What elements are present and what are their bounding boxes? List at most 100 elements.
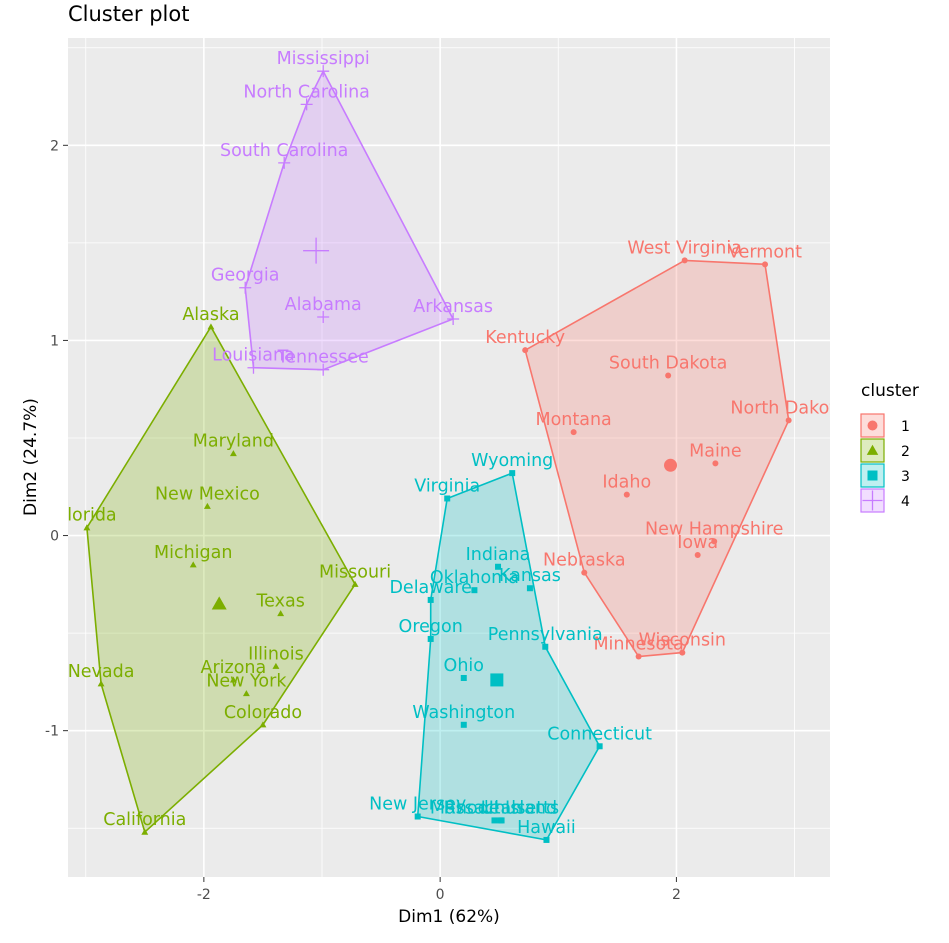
label-wisconsin: Wisconsin [639, 631, 726, 651]
point-north-carolina [300, 98, 313, 111]
cluster-points [83, 65, 792, 843]
point-wyoming [509, 470, 516, 477]
point-tennessee [317, 363, 330, 376]
legend-label-3: 3 [901, 469, 910, 485]
point-virginia [444, 495, 451, 502]
label-iowa: Iowa [677, 533, 718, 553]
label-north-carolina: North Carolina [243, 82, 370, 102]
label-mississippi: Mississippi [277, 49, 370, 69]
point-texas [277, 610, 285, 617]
label-arizona: Arizona [201, 658, 267, 678]
label-south-carolina: South Carolina [220, 141, 348, 161]
label-alabama: Alabama [285, 295, 362, 315]
point-new-york [242, 690, 250, 697]
label-hawaii: Hawaii [517, 818, 576, 838]
x-tick-label: 0 [436, 887, 445, 903]
point-hawaii [543, 836, 550, 843]
label-idaho: Idaho [602, 473, 651, 493]
label-delaware: Delaware [389, 578, 471, 598]
y-axis-title: Dim2 (24.7%) [21, 398, 41, 516]
point-ohio [460, 674, 467, 681]
point-south-dakota [665, 372, 672, 379]
point-oklahoma [471, 587, 478, 594]
point-connecticut [596, 743, 603, 750]
y-tick-label: 0 [50, 529, 59, 545]
point-idaho [623, 491, 630, 498]
label-wyoming: Wyoming [471, 451, 553, 471]
point-west-virginia [681, 257, 688, 264]
cluster-centers [211, 237, 678, 687]
point-michigan [189, 561, 197, 568]
point-montana [570, 429, 577, 436]
label-vermont: Vermont [728, 242, 802, 262]
point-massachusetts [491, 817, 498, 824]
point-missouri [351, 580, 359, 587]
label-connecticut: Connecticut [547, 724, 652, 744]
label-montana: Montana [535, 410, 611, 430]
cluster-4-hull [244, 69, 455, 371]
point-pennsylvania [542, 643, 549, 650]
plot-panel [68, 38, 830, 877]
legend-square-icon-3 [867, 470, 878, 481]
label-massachusetts: Massachusetts [430, 798, 559, 818]
label-rhode-island: Rhode Island [444, 798, 557, 818]
label-colorado: Colorado [224, 703, 302, 723]
point-utah [498, 817, 505, 824]
cluster-2-center [211, 596, 227, 610]
label-new-jersey: New Jersey [369, 795, 466, 815]
y-tick-label: 1 [50, 333, 59, 349]
label-ohio: Ohio [444, 656, 484, 676]
legend-title: cluster [861, 381, 919, 401]
label-nebraska: Nebraska [543, 551, 626, 571]
point-maine [712, 460, 719, 467]
label-minnesota: Minnesota [593, 635, 683, 655]
point-new-jersey [414, 813, 421, 820]
point-iowa [694, 552, 701, 559]
point-new-mexico [203, 502, 211, 509]
label-new-mexico: New Mexico [155, 484, 260, 504]
label-oklahoma: Oklahoma [430, 568, 519, 588]
legend-label-4: 4 [901, 494, 910, 510]
point-wisconsin [679, 649, 686, 656]
label-west-virginia: West Virginia [627, 238, 742, 258]
x-tick-label: 2 [672, 887, 681, 903]
label-pennsylvania: Pennsylvania [488, 625, 603, 645]
label-california: California [103, 810, 186, 830]
label-maryland: Maryland [193, 432, 274, 452]
label-texas: Texas [255, 592, 304, 612]
point-vermont [762, 261, 769, 268]
point-georgia [239, 281, 252, 294]
y-tick-label: 2 [50, 138, 59, 154]
label-louisiana: Louisiana [212, 346, 295, 366]
label-maine: Maine [689, 441, 742, 461]
point-north-dakota [785, 417, 792, 424]
cluster-1-hull [524, 259, 790, 658]
point-alabama [317, 311, 330, 324]
label-oregon: Oregon [399, 617, 463, 637]
point-kansas [526, 585, 533, 592]
point-kentucky [522, 347, 529, 354]
label-south-dakota: South Dakota [609, 354, 727, 374]
label-florida: Florida [57, 506, 117, 526]
point-louisiana [247, 361, 260, 374]
minor-gridlines [68, 38, 830, 877]
label-kentucky: Kentucky [485, 328, 565, 348]
point-alaska [207, 323, 215, 330]
point-new-hampshire [711, 538, 718, 545]
cluster-4-center [303, 237, 330, 264]
cluster-1-center [664, 458, 678, 472]
label-arkansas: Arkansas [413, 297, 493, 317]
point-maryland [229, 450, 237, 457]
label-georgia: Georgia [211, 266, 280, 286]
y-tick-label: -1 [45, 724, 59, 740]
point-colorado [259, 721, 267, 728]
point-minnesota [635, 653, 642, 660]
point-arkansas [447, 312, 460, 325]
label-tennessee: Tennessee [277, 348, 369, 368]
legend-triangle-icon-2 [866, 444, 879, 455]
x-axis: -2 0 2 [197, 877, 681, 903]
legend-label-2: 2 [901, 444, 910, 460]
point-mississippi [317, 65, 330, 78]
